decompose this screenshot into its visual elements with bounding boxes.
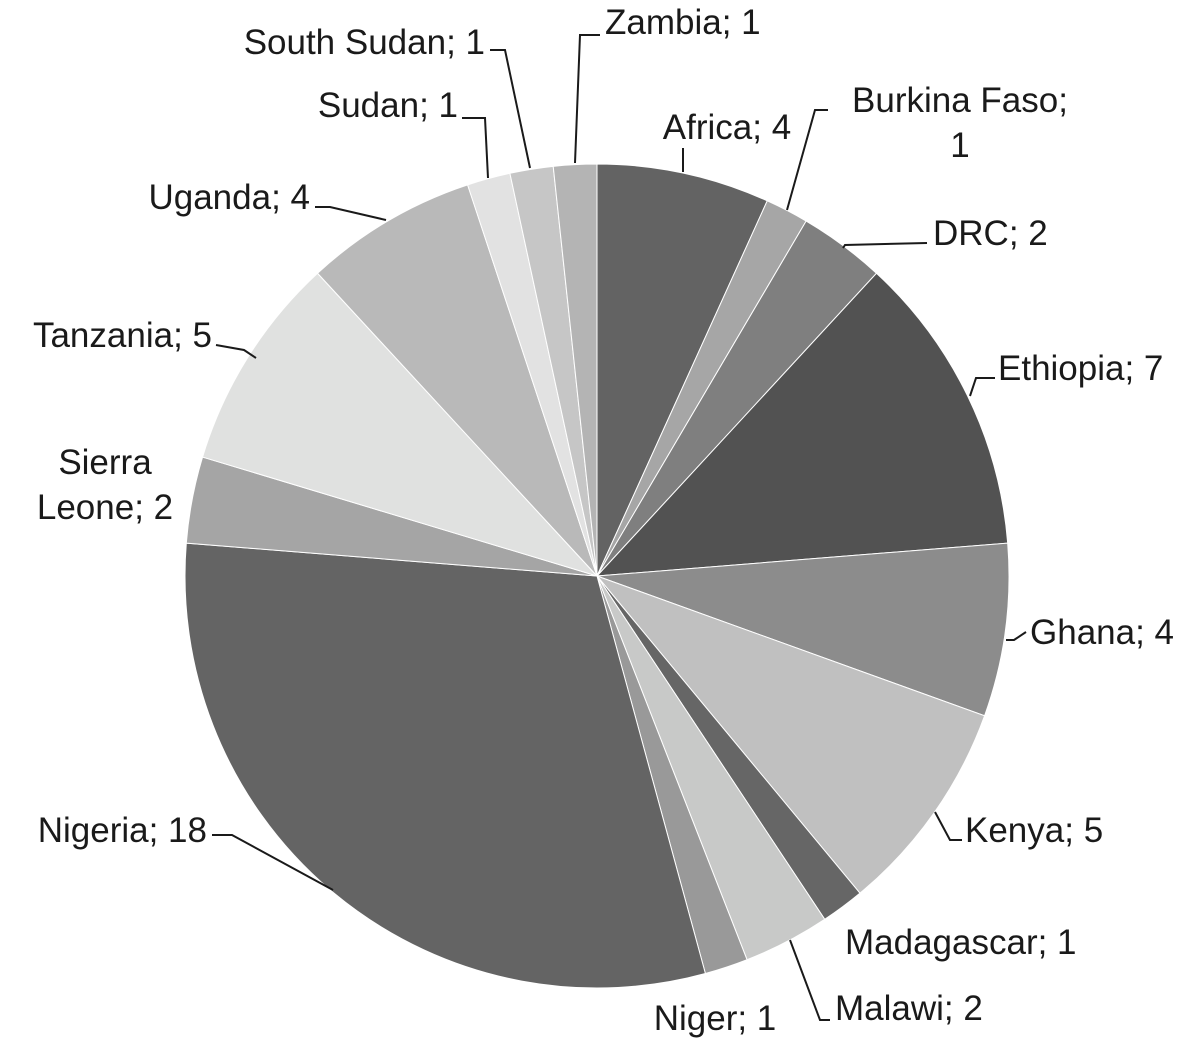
data-label: Africa; 4 <box>662 108 792 147</box>
leader-line <box>789 939 830 1021</box>
leader-line <box>574 34 600 164</box>
leader-line <box>842 242 928 249</box>
pie-slice <box>184 542 707 989</box>
data-label: Tanzania; 5 <box>32 316 212 355</box>
leader-line <box>786 109 828 211</box>
leader-line <box>969 377 995 397</box>
pie-slice <box>552 163 598 577</box>
pie-slice <box>596 163 768 577</box>
pie-slice <box>596 542 1010 717</box>
leader-line <box>1006 631 1027 641</box>
data-label: Madagascar; 1 <box>845 923 1077 962</box>
leader-lines <box>212 34 1027 1021</box>
leader-line <box>212 834 334 891</box>
data-label: DRC; 2 <box>933 214 1048 253</box>
data-label: Kenya; 5 <box>965 811 1104 850</box>
leader-line <box>215 344 257 359</box>
data-label: Uganda; 4 <box>148 178 310 217</box>
data-label: Zambia; 1 <box>605 3 761 42</box>
data-label: South Sudan; 1 <box>243 23 485 62</box>
data-label: Niger; 1 <box>653 999 777 1038</box>
data-label: Malawi; 2 <box>835 989 983 1028</box>
pie-slice <box>316 184 598 577</box>
leader-line <box>315 206 387 221</box>
leader-line <box>934 811 962 841</box>
data-label: Sudan; 1 <box>317 86 458 125</box>
data-label: Nigeria; 18 <box>37 811 207 850</box>
data-label: Burkina Faso; 1 <box>852 81 1068 165</box>
data-label: Sierra Leone; 2 <box>36 443 174 527</box>
leader-line <box>490 49 531 169</box>
data-label: Ethiopia; 7 <box>998 349 1164 388</box>
data-label: Ghana; 4 <box>1030 613 1174 652</box>
pie-slice <box>595 272 1009 577</box>
pie-slice <box>595 574 986 894</box>
pie-slice <box>201 272 599 578</box>
leader-line <box>462 117 489 179</box>
